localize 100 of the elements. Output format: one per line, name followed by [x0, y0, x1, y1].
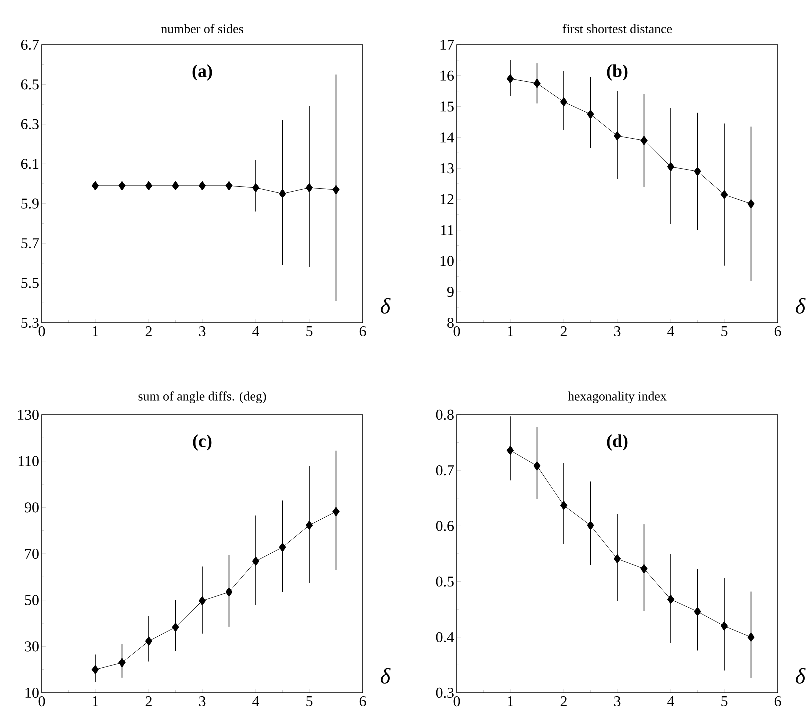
point	[172, 622, 180, 632]
y-tick-label: 13	[440, 164, 454, 174]
x-tick-label: 4	[668, 696, 675, 706]
chart-title: hexagonality index	[568, 392, 667, 404]
annotation: (b)	[607, 64, 628, 81]
point	[506, 74, 514, 84]
point	[748, 632, 755, 642]
point	[306, 520, 314, 530]
x-tick-label: 5	[722, 326, 728, 336]
x-axis-title: δ	[796, 298, 806, 314]
x-tick-label: 4	[252, 696, 260, 706]
y-tick-label: 0.3	[436, 688, 454, 698]
point	[226, 181, 233, 191]
point	[198, 596, 206, 606]
point	[694, 607, 702, 617]
point	[118, 658, 126, 668]
point	[667, 162, 675, 172]
x-tick-label: 5	[722, 696, 728, 706]
point	[332, 185, 340, 195]
y-tick-label: 6.7	[21, 40, 40, 50]
x-axis-title: δ	[381, 668, 391, 684]
y-tick-label: 110	[18, 456, 39, 466]
x-tick-label: 1	[508, 696, 514, 706]
point	[172, 181, 180, 191]
x-tick-label: 0	[454, 696, 460, 707]
point	[332, 507, 340, 517]
y-tick-label: 10	[440, 256, 454, 266]
y-tick-label: 12	[440, 194, 454, 204]
point	[694, 166, 702, 176]
x-tick-label: 2	[146, 696, 152, 706]
x-tick-label: 6	[360, 326, 366, 337]
x-tick-label: 0	[38, 326, 46, 337]
x-tick-label: 1	[93, 696, 98, 706]
point	[534, 461, 541, 471]
y-tick-label: 130	[18, 410, 39, 420]
point	[506, 446, 514, 456]
x-tick-label: 5	[306, 696, 313, 706]
y-tick-label: 0.4	[436, 632, 454, 642]
point	[92, 665, 100, 675]
point	[614, 554, 622, 564]
x-tick-label: 1	[508, 326, 514, 336]
y-tick-label: 6.5	[21, 80, 39, 90]
point	[118, 181, 126, 191]
point	[587, 520, 594, 530]
annotation: (d)	[607, 434, 628, 451]
x-axis-title: δ	[381, 298, 391, 314]
chart-title: sum of angle diffs. (deg)	[138, 392, 266, 404]
y-tick-label: 8	[448, 318, 454, 328]
y-tick-label: 0.5	[436, 576, 454, 587]
y-tick-label: 90	[25, 502, 39, 513]
y-tick-label: 5.9	[22, 198, 39, 209]
x-tick-label: 5	[306, 326, 313, 336]
point	[92, 181, 100, 191]
y-tick-label: 0.7	[436, 466, 454, 476]
point	[748, 199, 755, 209]
x-tick-label: 4	[668, 326, 675, 336]
x-tick-label: 3	[614, 326, 621, 337]
y-tick-label: 5.3	[22, 318, 39, 328]
y-tick-label: 0.6	[436, 521, 454, 532]
point	[720, 622, 728, 632]
chart-title: number of sides	[161, 24, 244, 34]
x-tick-label: 4	[252, 326, 260, 336]
point	[279, 189, 286, 199]
x-tick-label: 2	[146, 326, 152, 336]
point	[640, 564, 648, 574]
y-tick-label: 14	[440, 132, 454, 143]
x-tick-label: 0	[38, 696, 46, 707]
y-tick-label: 11	[441, 225, 454, 236]
point	[252, 556, 260, 566]
x-tick-label: 2	[560, 696, 567, 706]
x-tick-label: 0	[454, 326, 460, 337]
y-tick-label: 50	[25, 595, 39, 606]
point	[640, 136, 648, 146]
y-tick-label: 10	[26, 688, 39, 698]
chart-title: first shortest distance	[562, 24, 672, 34]
y-tick-label: 17	[440, 40, 454, 50]
point	[145, 181, 153, 191]
point	[226, 587, 233, 597]
y-tick-label: 15	[440, 102, 454, 112]
point	[145, 636, 153, 646]
y-tick-label: 5.5	[22, 278, 39, 288]
y-tick-label: 5.7	[22, 238, 40, 249]
point	[560, 97, 568, 107]
point	[587, 110, 594, 120]
annotation: (c)	[193, 434, 212, 451]
y-tick-label: 6.1	[21, 159, 39, 170]
x-tick-label: 1	[93, 326, 98, 336]
point	[720, 190, 728, 200]
annotation: (a)	[192, 64, 212, 81]
x-axis-title: δ	[796, 668, 806, 684]
x-tick-label: 3	[199, 326, 206, 337]
point	[279, 542, 286, 552]
y-tick-label: 70	[26, 548, 39, 560]
y-tick-label: 6.3	[21, 119, 39, 130]
x-tick-label: 6	[774, 696, 782, 707]
point	[667, 594, 675, 604]
point	[560, 500, 568, 510]
point	[614, 131, 622, 141]
point	[534, 78, 541, 88]
x-tick-label: 6	[360, 696, 366, 707]
